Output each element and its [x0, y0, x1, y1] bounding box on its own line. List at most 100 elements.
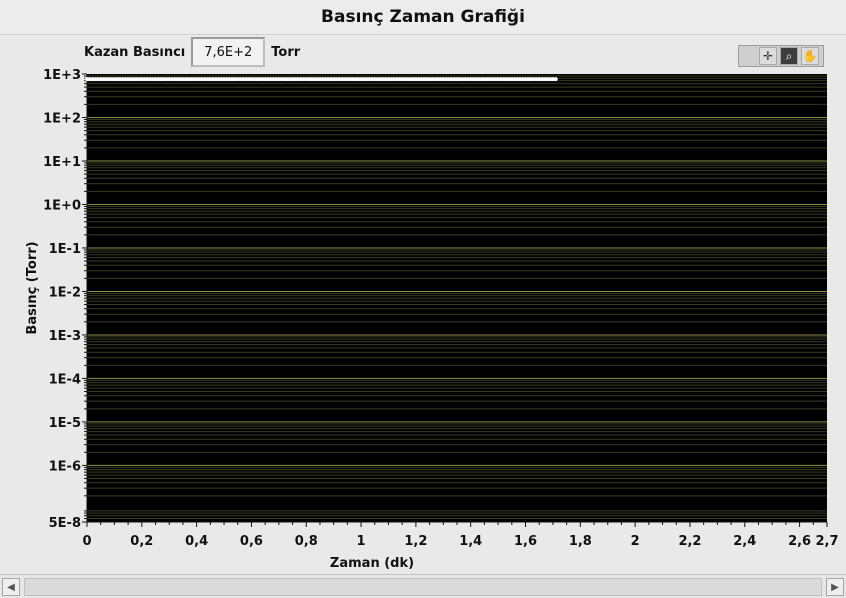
data-point — [375, 77, 380, 82]
data-point — [90, 77, 95, 82]
data-point — [342, 77, 347, 82]
data-point — [298, 77, 303, 82]
data-point — [364, 77, 369, 82]
x-tick-label: 1,2 — [404, 534, 427, 549]
data-point — [548, 77, 553, 82]
y-tick-label: 1E+1 — [43, 155, 81, 170]
data-point — [227, 77, 232, 82]
data-point — [279, 77, 284, 82]
data-point — [507, 77, 512, 82]
x-tick-label: 0 — [82, 534, 91, 549]
pressure-indicator: Kazan Basıncı 7,6E+2 Torr — [84, 37, 300, 67]
x-tick-label: 1,4 — [459, 534, 482, 549]
data-point — [317, 77, 322, 82]
data-point — [479, 77, 484, 82]
data-point — [391, 77, 396, 82]
data-point — [438, 77, 443, 82]
data-point — [145, 77, 150, 82]
data-point — [120, 77, 125, 82]
pan-hand-icon[interactable]: ✋ — [801, 47, 819, 65]
data-point — [328, 77, 333, 82]
data-point — [148, 77, 153, 82]
data-point — [405, 77, 410, 82]
scroll-track[interactable] — [24, 578, 822, 596]
data-point — [274, 77, 279, 82]
data-point — [550, 77, 555, 82]
data-point — [271, 77, 276, 82]
data-point — [381, 77, 385, 82]
data-point — [183, 77, 188, 82]
data-point — [109, 77, 114, 82]
horizontal-scrollbar[interactable]: ◀ ▶ — [0, 574, 846, 598]
y-tick-label: 5E-8 — [49, 516, 81, 531]
data-point — [402, 77, 407, 82]
data-point — [95, 77, 100, 82]
data-point — [468, 77, 473, 82]
scroll-left-icon[interactable]: ◀ — [2, 578, 20, 596]
data-point — [394, 77, 399, 82]
data-point — [189, 77, 194, 82]
data-point — [98, 77, 103, 82]
y-tick-label: 1E+3 — [43, 68, 81, 83]
data-point — [350, 77, 355, 82]
data-point — [397, 77, 402, 82]
data-point — [441, 77, 446, 82]
data-point — [474, 77, 479, 82]
data-point — [457, 77, 462, 82]
data-point — [233, 77, 237, 82]
data-point — [175, 77, 180, 82]
data-point — [413, 77, 418, 82]
data-point — [529, 77, 533, 82]
data-point — [200, 77, 205, 82]
y-tick-label: 1E-1 — [49, 242, 81, 257]
data-point — [93, 77, 98, 82]
data-point — [112, 77, 117, 82]
data-point — [167, 77, 172, 82]
data-point — [422, 77, 427, 82]
data-point — [361, 77, 366, 82]
data-point — [370, 77, 375, 82]
y-tick-label: 1E-3 — [49, 329, 81, 344]
data-point — [87, 77, 92, 82]
scroll-right-icon[interactable]: ▶ — [826, 578, 844, 596]
data-point — [427, 77, 432, 82]
data-point — [435, 77, 440, 82]
data-point — [553, 77, 558, 82]
data-point — [142, 77, 147, 82]
data-point — [186, 77, 191, 82]
data-point — [534, 77, 539, 82]
cursor-crosshair-icon[interactable]: ✛ — [759, 47, 777, 65]
data-point — [389, 77, 394, 82]
data-point — [296, 77, 301, 82]
data-point — [501, 77, 506, 82]
data-point — [531, 77, 536, 82]
data-point — [518, 77, 523, 82]
data-point — [334, 77, 339, 82]
data-point — [337, 77, 342, 82]
data-point — [290, 77, 295, 82]
data-point — [293, 77, 298, 82]
data-point — [219, 77, 224, 82]
data-point — [276, 77, 281, 82]
data-point — [257, 77, 262, 82]
title-bar: Basınç Zaman Grafiği — [0, 0, 846, 34]
pressure-time-chart: 1E+3 1E+2 1E+1 1E+0 1E-1 1E-2 1E-3 1E-4 1E-5 1E-6… — [25, 68, 839, 571]
x-axis-title: Zaman (dk) — [330, 556, 414, 571]
data-point — [359, 77, 364, 82]
data-point — [150, 77, 155, 82]
data-point — [449, 77, 454, 82]
data-point — [460, 77, 465, 82]
zoom-icon[interactable]: ⌕ — [780, 47, 798, 65]
data-point — [117, 77, 122, 82]
data-point — [161, 77, 166, 82]
data-point — [285, 77, 290, 82]
data-point — [137, 77, 142, 82]
data-point — [85, 77, 89, 82]
data-point — [101, 77, 106, 82]
data-point — [471, 77, 476, 82]
data-point — [408, 77, 413, 82]
data-point — [191, 77, 196, 82]
data-point — [205, 77, 210, 82]
data-point — [496, 77, 501, 82]
pressure-value-box: 7,6E+2 — [191, 37, 266, 67]
